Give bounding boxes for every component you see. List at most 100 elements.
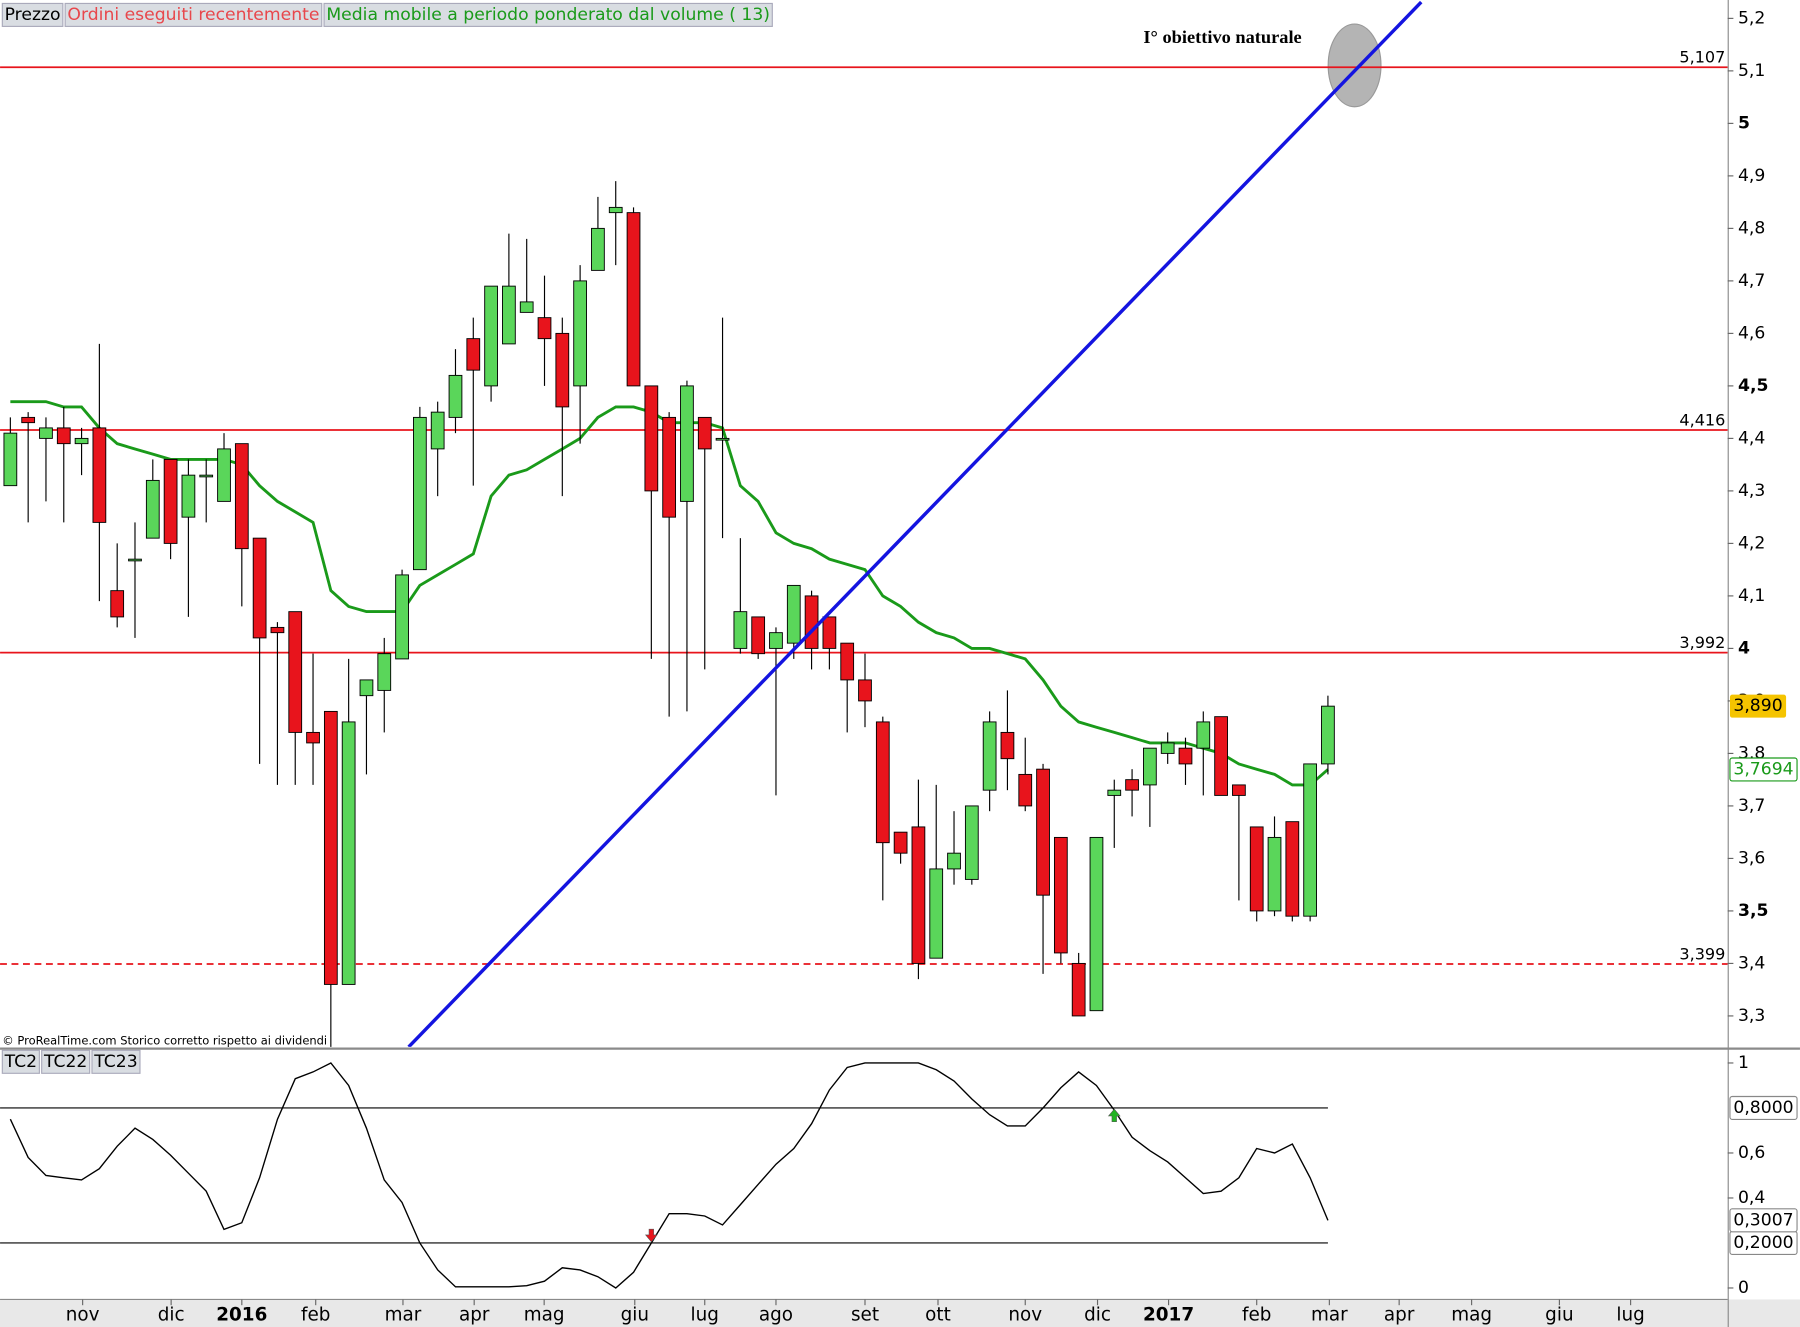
candle-body	[1178, 747, 1193, 765]
y-tick-label: 4,9	[1738, 166, 1765, 186]
value-tag-label: 0,3007	[1733, 1210, 1793, 1230]
candle-body	[929, 868, 944, 959]
x-tick-label: ago	[759, 1305, 793, 1326]
y-tick-label: 4	[1738, 638, 1750, 658]
x-tick-label: ott	[925, 1305, 951, 1326]
candle-body	[359, 679, 374, 697]
candle-body	[769, 632, 783, 649]
legend-box	[1, 2, 64, 27]
candle-body	[591, 227, 605, 271]
candle-body	[484, 285, 498, 387]
candle-body	[199, 474, 214, 478]
candle-body	[163, 458, 178, 544]
legend-item: TC22	[41, 1049, 91, 1074]
annotation: I° obiettivo naturale	[1143, 27, 1301, 47]
y-tick-label: 0,6	[1738, 1143, 1765, 1163]
legend-box	[91, 1049, 141, 1074]
y-tick-label: 3,7	[1738, 796, 1765, 816]
x-tick-label: giu	[1545, 1305, 1573, 1326]
x-tick-label: lug	[691, 1305, 719, 1326]
candle-body	[413, 416, 427, 571]
legend-item: Media mobile a periodo ponderato dal vol…	[323, 2, 773, 27]
y-tick-label: 4,6	[1738, 323, 1765, 343]
candle-body	[1160, 742, 1175, 754]
candle-body	[662, 416, 677, 518]
legend-item: Prezzo	[1, 2, 64, 27]
candle-body	[1196, 721, 1211, 749]
candle-body	[751, 616, 766, 655]
indicator-line	[9, 1062, 1329, 1289]
candle-body	[217, 448, 231, 502]
y-tick-label: 5	[1738, 113, 1750, 133]
y-tick-label: 3,4	[1738, 953, 1765, 973]
y-tick-label: 4,8	[1738, 218, 1765, 238]
y-tick-label: 3,5	[1738, 901, 1768, 921]
y-tick-label: 4,2	[1738, 533, 1765, 553]
legend-label: Media mobile a periodo ponderato dal vol…	[326, 5, 770, 25]
candle-body	[181, 474, 196, 518]
y-tick-label: 3,6	[1738, 848, 1765, 868]
x-tick-label: mag	[1451, 1305, 1492, 1326]
candle-body	[448, 374, 463, 418]
level-label: 5,107	[1679, 48, 1725, 67]
candle-body	[1143, 747, 1157, 786]
candle-body	[270, 626, 285, 634]
candle-body	[128, 558, 142, 562]
value-tag-label: 0,8000	[1733, 1098, 1793, 1118]
candle-body	[252, 537, 267, 639]
signal-arrow	[644, 1228, 658, 1243]
candle-body	[1303, 763, 1317, 917]
value-tag-label: 3,890	[1733, 696, 1782, 716]
value-tag	[1729, 757, 1798, 782]
x-tick-label: giu	[621, 1305, 649, 1326]
candle-body	[804, 595, 819, 649]
legend-label: TC23	[93, 1052, 137, 1072]
x-tick-label: feb	[1242, 1305, 1271, 1326]
indicator-plot	[0, 1062, 1329, 1289]
legend-box	[64, 2, 323, 27]
candle-body	[822, 616, 837, 649]
candle-body	[1018, 773, 1033, 807]
candle-body	[466, 338, 481, 371]
y-tick-label: 4,1	[1738, 586, 1765, 606]
legend-label: TC2	[4, 1052, 37, 1072]
candle-body	[92, 427, 107, 523]
candle-body	[875, 721, 890, 844]
legend-box	[323, 2, 773, 27]
trendline	[407, 0, 1423, 1047]
candle-body	[377, 653, 392, 691]
candle-body	[3, 432, 18, 487]
candle-body	[1071, 962, 1086, 1017]
x-tick-label: feb	[301, 1305, 330, 1326]
candle-body	[626, 212, 641, 387]
candle-body	[21, 416, 36, 424]
candle-body	[911, 826, 926, 964]
candle-body	[145, 479, 160, 539]
x-tick-label: mar	[1311, 1305, 1348, 1326]
level-label: 3,399	[1679, 944, 1725, 963]
candle-body	[715, 437, 730, 441]
candle-body	[39, 427, 53, 439]
candle-body	[982, 721, 997, 791]
y-tick-label: 4,3	[1738, 481, 1765, 501]
legend-label: Prezzo	[5, 5, 61, 25]
x-tick-label: mag	[524, 1305, 565, 1326]
candle-body	[1249, 826, 1264, 912]
candle-body	[1036, 768, 1050, 896]
value-tag-label: 3,7694	[1733, 759, 1793, 779]
legend-item: TC2	[1, 1049, 40, 1074]
legend-item: TC23	[91, 1049, 141, 1074]
signal-arrow	[1107, 1108, 1121, 1123]
candle-body	[697, 416, 712, 450]
legend-box	[41, 1049, 91, 1074]
legend-label: Ordini eseguiti recentemente	[67, 5, 319, 25]
x-tick-label: dic	[158, 1305, 185, 1326]
candle-body	[56, 427, 71, 445]
candle-body	[644, 385, 659, 492]
level-label: 4,416	[1679, 410, 1725, 429]
candle-body	[1053, 836, 1068, 954]
candle-body	[537, 317, 552, 340]
candle-body	[306, 731, 320, 744]
